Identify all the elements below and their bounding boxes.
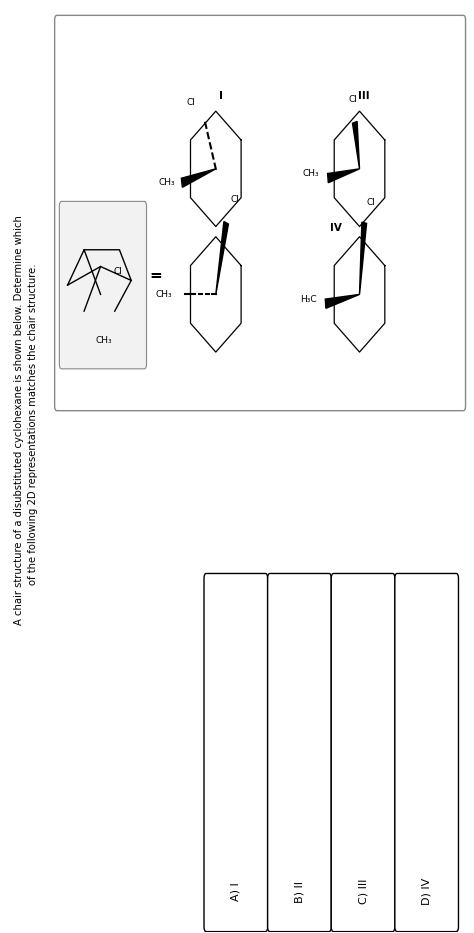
- Polygon shape: [353, 121, 359, 169]
- Polygon shape: [359, 222, 366, 295]
- Text: B) II: B) II: [294, 881, 304, 902]
- Text: Cl: Cl: [187, 98, 196, 106]
- Text: H₃C: H₃C: [301, 295, 317, 303]
- Text: CH₃: CH₃: [156, 290, 173, 299]
- Polygon shape: [328, 169, 359, 183]
- Text: CH₃: CH₃: [303, 169, 319, 178]
- FancyBboxPatch shape: [59, 202, 146, 369]
- Text: Cl: Cl: [348, 95, 357, 104]
- FancyBboxPatch shape: [268, 574, 331, 932]
- Text: A chair structure of a disubstituted cyclohexane is shown below. Determine which: A chair structure of a disubstituted cyc…: [14, 215, 24, 625]
- Polygon shape: [216, 221, 228, 295]
- FancyBboxPatch shape: [395, 574, 458, 932]
- Text: Cl: Cl: [231, 195, 240, 204]
- Text: Cl: Cl: [366, 198, 375, 207]
- Text: Cl: Cl: [114, 267, 123, 275]
- FancyBboxPatch shape: [204, 574, 268, 932]
- Text: III: III: [358, 91, 370, 101]
- FancyBboxPatch shape: [55, 15, 465, 411]
- Text: D) IV: D) IV: [422, 878, 432, 905]
- Text: of the following 2D representations matches the chair structure.: of the following 2D representations matc…: [28, 264, 38, 585]
- Text: C) III: C) III: [358, 879, 368, 904]
- Polygon shape: [182, 169, 216, 188]
- Text: A) I: A) I: [231, 883, 241, 901]
- Text: =: =: [150, 269, 162, 284]
- FancyBboxPatch shape: [331, 574, 395, 932]
- Text: IV: IV: [330, 223, 342, 232]
- Text: CH₃: CH₃: [158, 178, 175, 188]
- Text: I: I: [219, 91, 222, 101]
- Text: CH₃: CH₃: [96, 337, 112, 345]
- Polygon shape: [325, 295, 359, 308]
